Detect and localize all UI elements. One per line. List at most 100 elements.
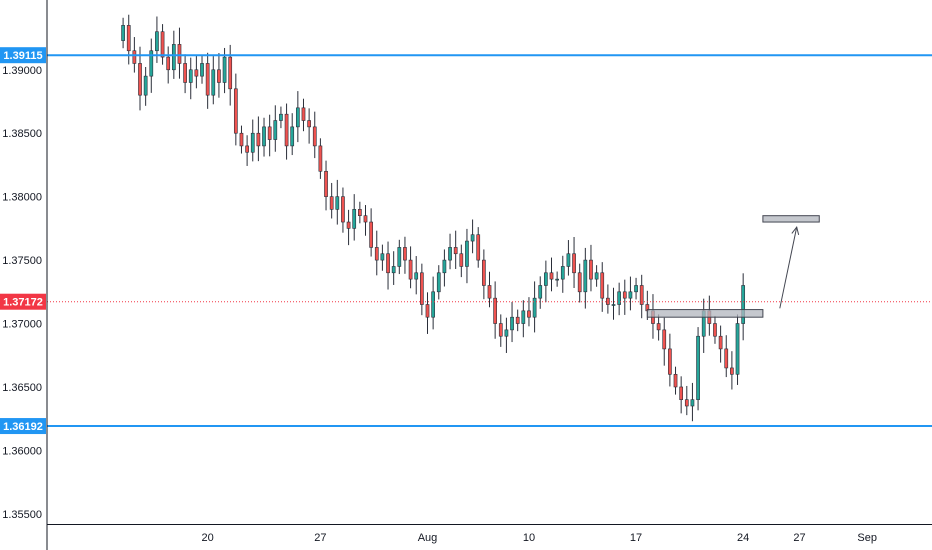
candle-body (622, 291, 627, 299)
candle-body (560, 266, 565, 280)
candle-body (730, 367, 734, 375)
y-tick-label: 1.35500 (2, 509, 42, 521)
x-tick-labels: 20 27 Aug 10 17 24 27 Sep (202, 532, 877, 544)
candle-body (138, 63, 142, 96)
price-badge (0, 47, 46, 64)
x-tick-label: 27 (314, 532, 326, 544)
candle-body (121, 25, 125, 41)
levels (47, 54, 932, 428)
candle-body (600, 272, 605, 299)
candle-body (606, 297, 610, 305)
y-tick-label: 1.37500 (2, 255, 42, 267)
candle-body (549, 272, 554, 280)
candle-body (177, 44, 182, 64)
candle-body (126, 25, 131, 52)
candle-body (239, 132, 244, 147)
candle-body (200, 63, 204, 77)
candle-body (617, 291, 621, 305)
candle-body (155, 31, 159, 52)
annotation-zones (646, 215, 820, 318)
candle-body (487, 285, 492, 299)
candle-body (160, 31, 165, 58)
candle-body (476, 234, 481, 261)
y-tick-label: 1.38500 (2, 128, 42, 140)
candle-body (668, 348, 672, 375)
candle-body (194, 69, 199, 77)
candle-body (324, 170, 328, 197)
y-tick-label: 1.39000 (2, 65, 42, 77)
candle-body (718, 335, 723, 350)
candle-body (358, 209, 362, 216)
candle-body (273, 120, 278, 140)
candle-body (724, 348, 729, 369)
candle-body (374, 247, 379, 261)
candle-body (741, 285, 746, 324)
candle-body (211, 69, 216, 96)
candle-body (341, 196, 345, 223)
candle-body (414, 272, 419, 280)
candle-body (183, 63, 187, 83)
annotation-zone[interactable] (646, 309, 764, 318)
candle-body (735, 323, 740, 375)
candle-body (498, 323, 503, 337)
y-tick-label: 1.38000 (2, 192, 42, 204)
arrow-head (791, 225, 800, 235)
candle-body (408, 259, 413, 280)
candle-body (228, 56, 233, 90)
candle-body (453, 247, 458, 255)
candle-body (403, 247, 407, 261)
price-badge (0, 293, 46, 310)
candle-body (425, 304, 430, 318)
candle-body (132, 50, 137, 64)
price-badge (0, 418, 46, 435)
candle-body (577, 272, 582, 293)
candle-body (482, 259, 486, 286)
candle-body (233, 88, 238, 134)
candle-body (166, 56, 171, 71)
candle-body (555, 278, 559, 281)
x-tick-label: 10 (523, 532, 535, 544)
y-axis: 1.39000 1.38500 1.38000 1.37500 1.37000 1.365… (2, 65, 42, 521)
candle-body (431, 291, 435, 318)
candle-body (420, 272, 424, 305)
candle-body (713, 323, 717, 337)
candle-body (583, 259, 588, 293)
price-badge-label: 1.39115 (3, 50, 42, 62)
price-badge-label: 1.36192 (3, 421, 43, 433)
candle-body (459, 253, 464, 267)
candle-body (267, 126, 272, 140)
candle-body (307, 120, 311, 128)
candle-body (380, 253, 385, 261)
candle-body (589, 259, 593, 280)
candle-body (301, 107, 306, 121)
candle-body (329, 196, 334, 210)
candle-body (465, 240, 469, 267)
candle-body (188, 69, 193, 83)
candle-body (279, 113, 283, 121)
x-tick-label: 24 (737, 532, 749, 544)
y-tick-label: 1.37000 (2, 319, 42, 331)
candle-body (515, 316, 520, 324)
candle-body (679, 386, 684, 400)
annotation-zone[interactable] (762, 215, 820, 223)
candle-body (639, 285, 644, 305)
candle-body (504, 329, 509, 337)
candle-body (217, 69, 221, 83)
candle-body (205, 63, 210, 96)
candle-body (256, 132, 261, 147)
y-tick-labels: 1.39000 1.38500 1.38000 1.37500 1.37000 1.365… (2, 65, 42, 521)
x-tick-label: 20 (202, 532, 214, 544)
candle-body (262, 126, 266, 147)
candle-body (363, 215, 368, 223)
y-tick-label: 1.36000 (2, 445, 42, 457)
candle-body (222, 56, 227, 83)
candle-body (318, 145, 323, 172)
candle-body (436, 272, 441, 293)
candle-body (656, 323, 661, 331)
x-tick-label: 17 (630, 532, 642, 544)
candle-body (312, 126, 317, 147)
arrow-shaft[interactable] (779, 227, 798, 309)
price-badge-label: 1.37172 (3, 297, 43, 309)
candle-body (628, 291, 633, 299)
